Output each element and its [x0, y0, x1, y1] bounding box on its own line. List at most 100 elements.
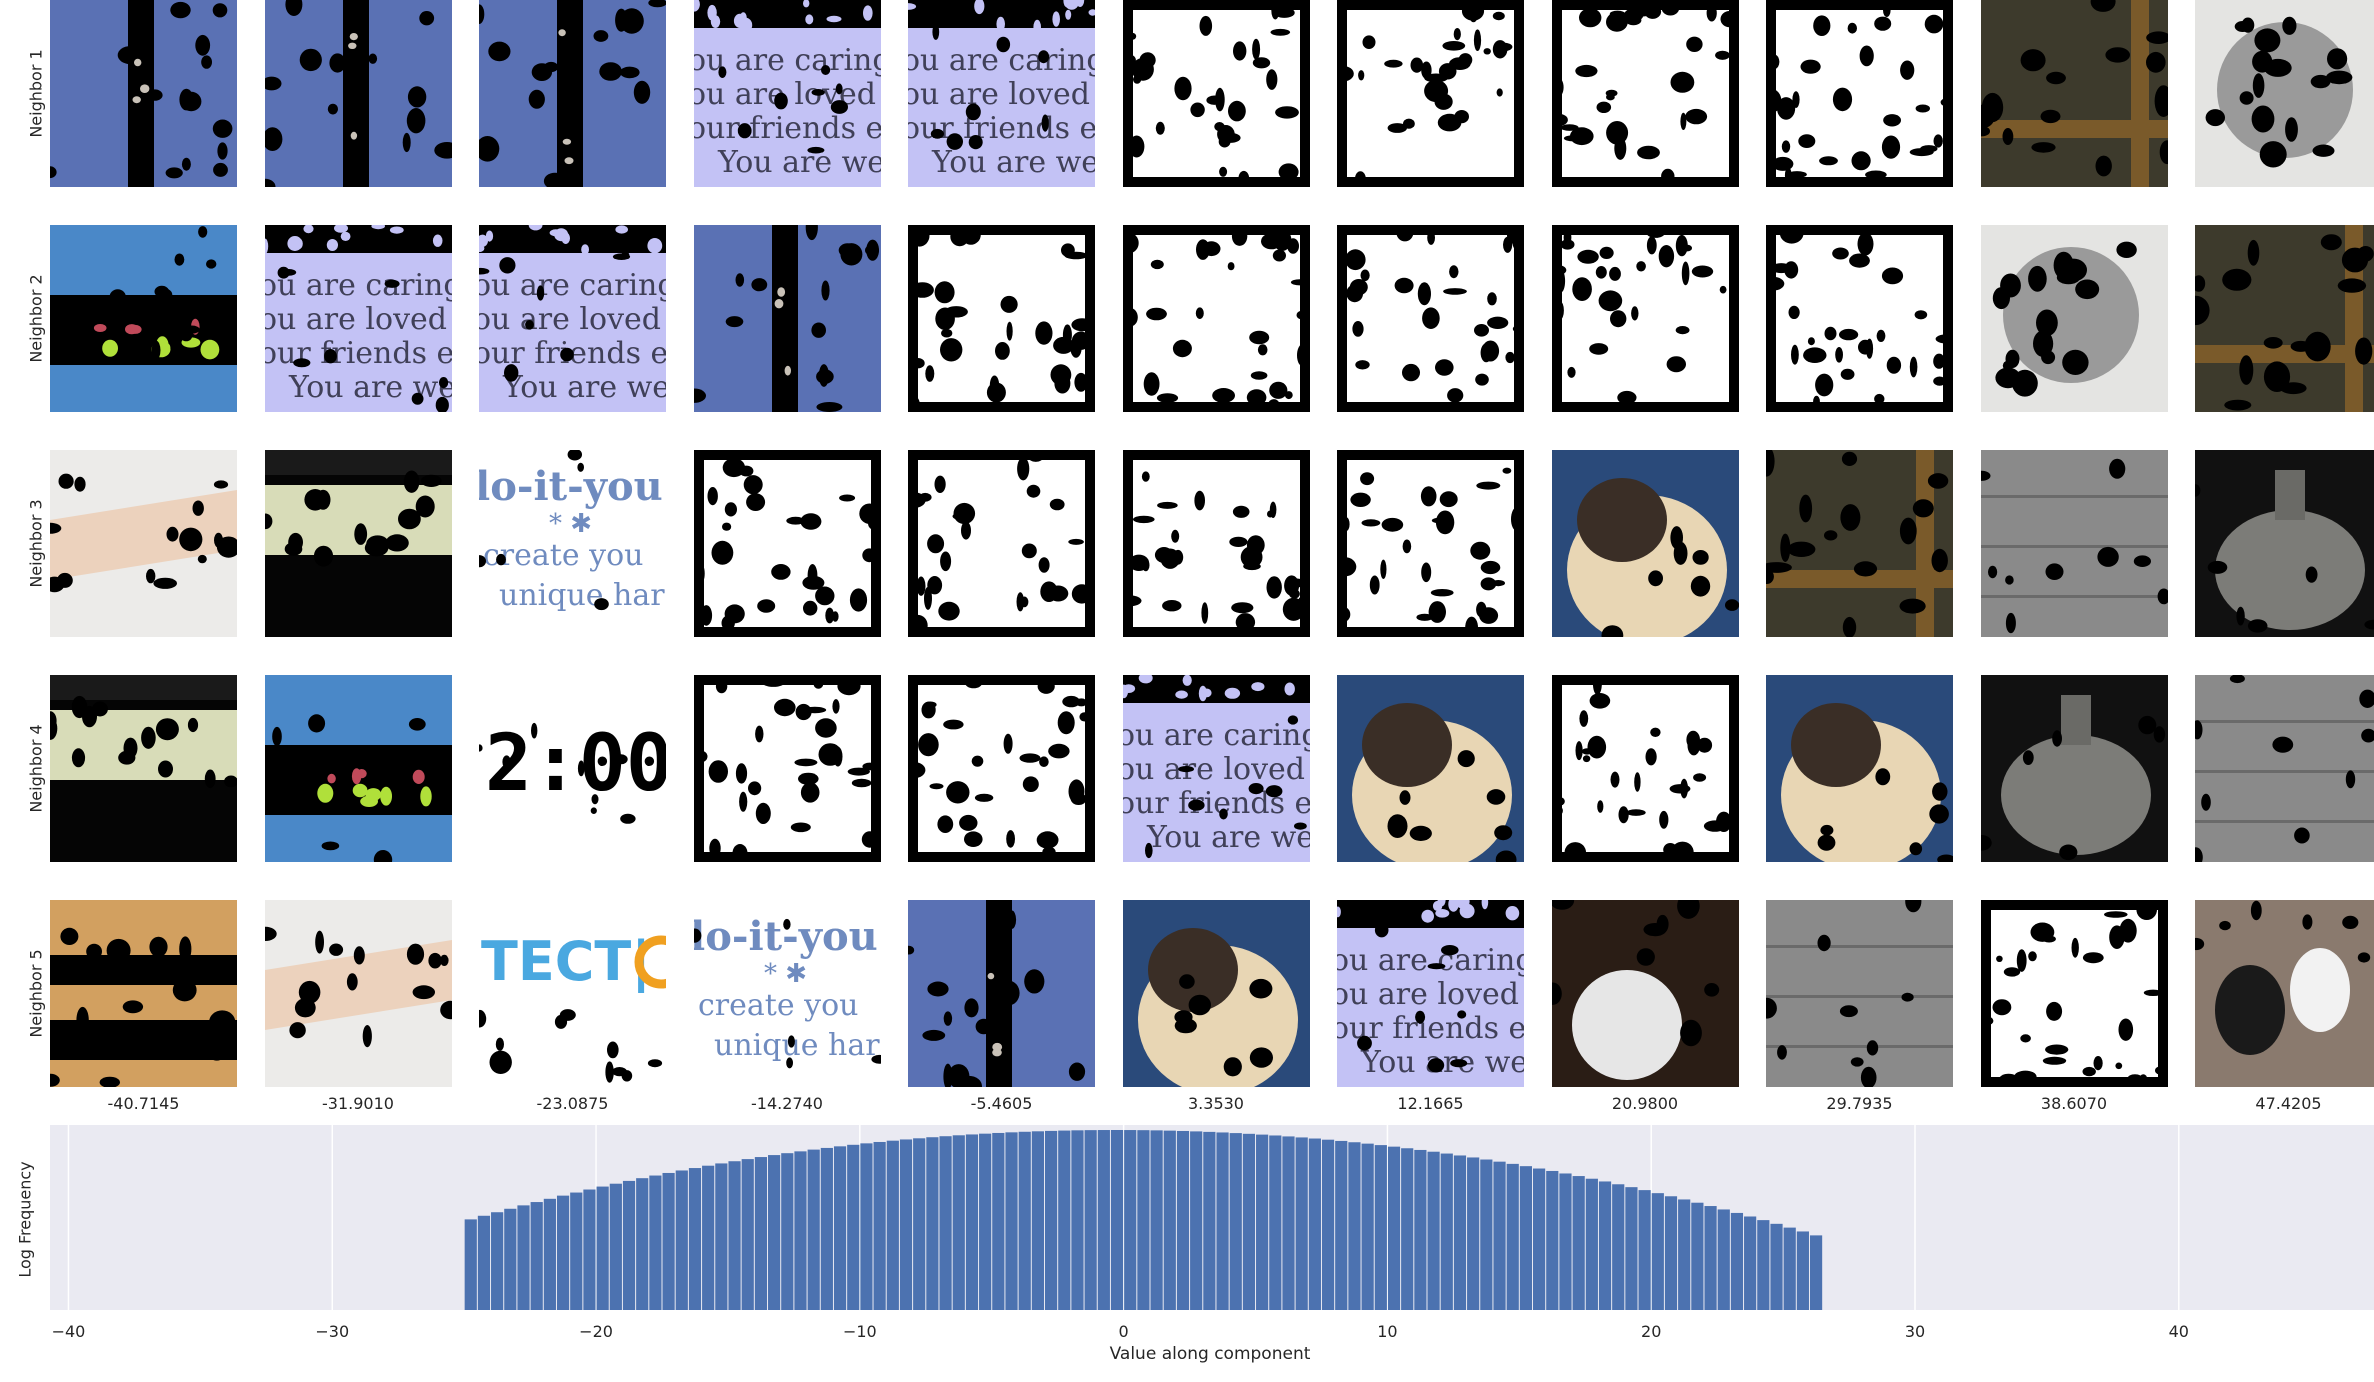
neighbor-thumbnail: TECT|: [479, 900, 666, 1087]
histogram-bar: [1638, 1190, 1651, 1310]
column-value-label: -14.2740: [751, 1094, 823, 1113]
histogram-bar: [609, 1183, 622, 1310]
svg-text:lo-it-you: lo-it-you: [479, 463, 663, 510]
neighbor-thumbnail: [1766, 675, 1953, 862]
neighbor-thumbnail: lo-it-you * ✱ create you unique har: [693, 900, 881, 1087]
neighbor-thumbnail: [479, 0, 666, 187]
histogram-bar: [1321, 1139, 1335, 1310]
histogram-bar: [1598, 1181, 1612, 1310]
histogram-bar: [1625, 1187, 1638, 1310]
histogram-bar: [1110, 1130, 1124, 1310]
neighbor-thumbnail: lo-it-you * ✱ create you unique har: [479, 450, 666, 637]
svg-text:unique har: unique har: [714, 1028, 880, 1063]
histogram-bar: [491, 1212, 504, 1310]
histogram-bar: [768, 1155, 781, 1310]
histogram-bar: [543, 1198, 556, 1310]
neighbor-thumbnail: ou are caring aou are loved bour friends…: [264, 225, 452, 412]
histogram-bar: [1572, 1176, 1585, 1310]
histogram-bar: [1809, 1235, 1823, 1310]
neighbor-thumbnail: [264, 675, 452, 862]
histogram-bar: [1506, 1163, 1519, 1310]
x-axis-label: Value along component: [1109, 1344, 1311, 1364]
histogram-bar: [1005, 1132, 1018, 1310]
neighbor-thumbnail: [50, 0, 237, 187]
histogram-bar: [728, 1161, 741, 1310]
histogram-bar: [583, 1189, 596, 1310]
neighbor-thumbnail: [1766, 225, 1953, 412]
row-label: Neighbor 3: [26, 498, 46, 588]
histogram-bar: [1546, 1170, 1559, 1310]
neighbor-thumbnail: [908, 225, 1095, 412]
svg-text:You are we: You are we: [288, 370, 452, 405]
x-tick-label: 30: [1904, 1322, 1926, 1341]
histogram-bar: [675, 1170, 688, 1310]
histogram-bar: [649, 1175, 662, 1310]
histogram-bar: [1348, 1142, 1361, 1310]
histogram-bar: [899, 1139, 913, 1310]
neighbor-thumbnail: [50, 900, 237, 1087]
neighbor-thumbnail: [264, 900, 452, 1087]
neighbor-thumbnail: [2195, 0, 2374, 187]
histogram-bar: [1704, 1206, 1717, 1310]
neighbor-thumbnail: [1551, 0, 1739, 187]
histogram-bar: [662, 1172, 675, 1310]
neighbor-thumbnail: [1980, 450, 2168, 637]
svg-text:create you: create you: [483, 538, 643, 573]
neighbor-thumbnail: [1766, 900, 1953, 1087]
neighbor-thumbnail: [1337, 450, 1524, 637]
histogram-bar: [477, 1215, 491, 1310]
histogram-bar: [1691, 1202, 1704, 1310]
x-tick-label: 10: [1377, 1322, 1398, 1341]
histogram-bar: [1493, 1161, 1506, 1310]
x-tick-label: −40: [51, 1322, 86, 1341]
svg-text:You are we: You are we: [502, 370, 666, 405]
histogram-bar: [1124, 1130, 1137, 1310]
neighbor-thumbnail: [50, 450, 237, 637]
svg-text:ou are caring a: ou are caring a: [265, 268, 452, 303]
svg-text:TECT|: TECT|: [481, 930, 651, 993]
histogram-bar: [1427, 1151, 1440, 1310]
histogram-bar: [1374, 1145, 1387, 1310]
histogram-bar: [754, 1157, 768, 1310]
svg-text:our friends e: our friends e: [265, 336, 452, 371]
histogram-bar: [1335, 1140, 1348, 1310]
column-value-label: -31.9010: [322, 1094, 394, 1113]
histogram-bar: [1717, 1209, 1730, 1310]
histogram-bar: [965, 1134, 979, 1310]
svg-text:ou are caring a: ou are caring a: [1123, 718, 1310, 753]
svg-text:ou are caring a: ou are caring a: [1337, 943, 1524, 978]
neighbor-thumbnail: [693, 675, 881, 862]
histogram-bar: [622, 1180, 636, 1310]
neighbor-thumbnail: [1337, 675, 1524, 862]
svg-text:ou are loved b: ou are loved b: [1337, 977, 1524, 1012]
histogram-bar: [1757, 1220, 1770, 1310]
histogram-bar: [1744, 1216, 1757, 1310]
histogram-bar: [464, 1219, 477, 1310]
histogram-bar: [1229, 1133, 1242, 1310]
x-tick-label: −10: [842, 1322, 877, 1341]
histogram-bar: [952, 1135, 965, 1310]
row-label: Neighbor 5: [26, 948, 46, 1038]
neighbor-thumbnail: [1122, 225, 1310, 412]
histogram-bar: [847, 1144, 860, 1310]
histogram-bar: [1163, 1130, 1176, 1310]
neighbor-thumbnail: 2:00: [479, 675, 666, 862]
svg-text:create you: create you: [698, 988, 858, 1023]
row-label: Neighbor 1: [26, 48, 46, 138]
histogram-bar: [1018, 1131, 1031, 1310]
histogram-bar: [926, 1137, 939, 1310]
histogram-bar: [1664, 1196, 1678, 1310]
histogram-bar: [1308, 1138, 1321, 1310]
histogram-bar: [1044, 1130, 1058, 1310]
neighbor-thumbnail: [1122, 450, 1310, 637]
histogram-bar: [833, 1146, 847, 1310]
histogram-bar: [1176, 1130, 1190, 1310]
svg-text:our friends e: our friends e: [694, 111, 881, 146]
histogram-bar: [1256, 1134, 1269, 1310]
column-value-label: 20.9800: [1611, 1094, 1679, 1113]
histogram-bar: [1651, 1193, 1664, 1310]
svg-text:ou are loved b: ou are loved b: [1123, 752, 1310, 787]
histogram-bar: [1071, 1130, 1084, 1310]
neighbor-thumbnail: [1122, 900, 1310, 1087]
neighbor-thumbnail: ou are caring aou are loved bour friends…: [479, 225, 666, 412]
